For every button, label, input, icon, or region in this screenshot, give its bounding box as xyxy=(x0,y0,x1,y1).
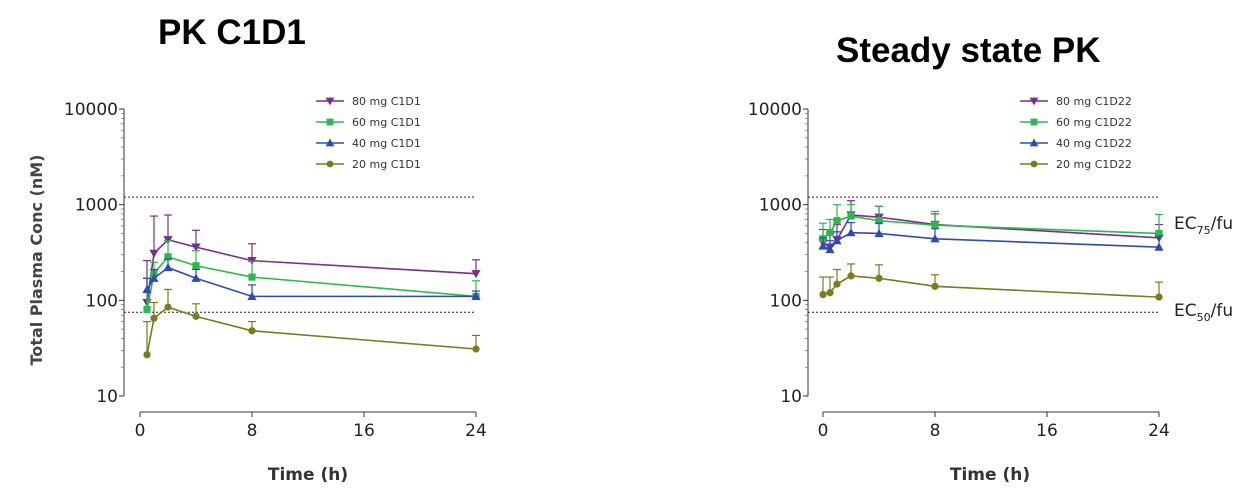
panel1-y-tick-label: 10000 xyxy=(64,100,118,120)
data-point xyxy=(846,228,856,237)
panel2-legend-marker xyxy=(1030,118,1038,126)
panel2-series-1 xyxy=(819,204,1163,243)
series-line xyxy=(146,306,477,355)
panel2-legend-label: 60 mg C1D22 xyxy=(1056,116,1132,129)
data-point xyxy=(875,217,883,225)
data-point xyxy=(149,273,159,282)
panel2-x-axis-label: Time (h) xyxy=(950,465,1030,485)
panel1-legend-label: 60 mg C1D1 xyxy=(352,116,421,129)
data-point xyxy=(143,351,151,359)
panel2-legend-marker xyxy=(1029,97,1039,106)
data-point xyxy=(150,314,158,322)
panel1-x-tick-label: 8 xyxy=(247,421,258,441)
data-point xyxy=(192,312,200,320)
panel2-series-3 xyxy=(819,263,1163,301)
panel2-x-tick-label: 8 xyxy=(930,421,941,441)
panel1-x-axis-label: Time (h) xyxy=(268,465,348,485)
data-point xyxy=(472,345,480,353)
panel2-legend-label: 80 mg C1D22 xyxy=(1056,95,1132,108)
panel1-y-tick-label: 10 xyxy=(96,387,118,407)
ec50-label: EC50/fu xyxy=(1174,301,1233,324)
panel2-legend-label: 40 mg C1D22 xyxy=(1056,137,1132,150)
panel1-legend-label: 80 mg C1D1 xyxy=(352,95,421,108)
panel1-series-0 xyxy=(142,214,481,308)
data-point xyxy=(874,228,884,238)
ec75-label: EC75/fu xyxy=(1174,214,1233,237)
panel1-legend-marker xyxy=(325,138,335,147)
panel1-y-tick-label: 1000 xyxy=(75,196,118,216)
data-point xyxy=(191,273,201,282)
data-point xyxy=(1155,229,1163,238)
panel2-legend-marker xyxy=(1029,138,1039,147)
panel1-legend-marker xyxy=(326,160,334,168)
data-point xyxy=(142,284,152,294)
panel1-legend-label: 20 mg C1D1 xyxy=(352,158,421,171)
data-point xyxy=(847,212,855,220)
data-point xyxy=(248,327,256,335)
data-point xyxy=(818,241,828,250)
data-point xyxy=(931,221,939,229)
panel2-series-0 xyxy=(818,200,1164,252)
data-point xyxy=(248,273,256,281)
panel1-x-tick-label: 16 xyxy=(353,421,375,441)
panel2-x-tick-label: 24 xyxy=(1148,421,1170,441)
panel1-legend-marker xyxy=(326,118,334,126)
data-point xyxy=(192,262,200,270)
panel1-series-2 xyxy=(142,258,481,300)
panel2-legend-label: 20 mg C1D22 xyxy=(1056,158,1132,171)
panel1-plot: 10 100 1000 10000 0 8 16 24 80 mg C1D1 60 mg C1D1… xyxy=(64,95,487,441)
panel2-y-tick-label: 1000 xyxy=(759,196,802,216)
data-point xyxy=(1155,293,1163,301)
panel1-title: PK C1D1 xyxy=(158,13,306,52)
panel2-y-tick-label: 100 xyxy=(770,291,802,311)
data-point xyxy=(832,236,842,245)
data-point xyxy=(819,290,827,299)
data-point xyxy=(164,303,172,311)
panel1-legend-marker xyxy=(325,97,335,106)
panel2-y-tick-label: 10 xyxy=(780,387,802,407)
data-point xyxy=(875,274,883,282)
panel2-y-tick-label: 10000 xyxy=(748,100,802,120)
series-line xyxy=(146,238,477,303)
panel1-legend-label: 40 mg C1D1 xyxy=(352,137,421,150)
data-point xyxy=(1154,242,1164,251)
panel2-plot: 10 100 1000 10000 0 8 16 24 80 mg C1D22 60 mg C1D… xyxy=(748,95,1170,441)
data-point xyxy=(833,217,841,225)
data-point xyxy=(191,243,201,252)
panel2-series-2 xyxy=(818,221,1164,254)
data-point xyxy=(149,249,159,258)
panel1-y-tick-label: 100 xyxy=(86,291,118,311)
data-point xyxy=(826,229,834,237)
panel1-x-tick-label: 24 xyxy=(465,421,487,441)
panel1-x-tick-label: 0 xyxy=(135,421,146,441)
data-point xyxy=(247,291,257,300)
data-point xyxy=(833,280,841,288)
panel2-x-tick-label: 0 xyxy=(818,421,829,441)
data-point xyxy=(931,282,939,290)
data-point xyxy=(471,270,481,279)
data-point xyxy=(143,306,151,314)
panel1-series-3 xyxy=(143,288,480,359)
panel2-legend-marker xyxy=(1030,160,1038,168)
data-point xyxy=(163,262,173,272)
data-point xyxy=(825,244,835,254)
data-point xyxy=(826,289,834,297)
series-line xyxy=(822,275,1160,298)
panel1-y-axis-label: Total Plasma Conc (nM) xyxy=(27,155,46,366)
panel2-title: Steady state PK xyxy=(836,31,1101,70)
data-point xyxy=(471,291,481,300)
data-point xyxy=(847,272,855,280)
data-point xyxy=(164,253,172,261)
panel2-x-tick-label: 16 xyxy=(1036,421,1058,441)
data-point xyxy=(930,234,940,243)
